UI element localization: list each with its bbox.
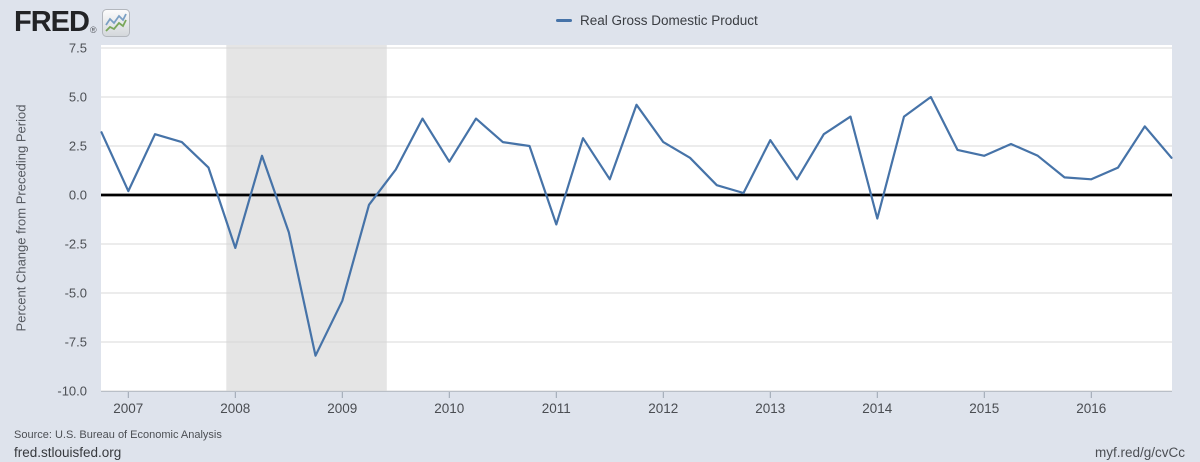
y-tick-label: -10.0 [57,384,87,399]
fred-logo-text: FRED [14,6,90,38]
y-tick-label: -7.5 [65,335,87,350]
x-tick-label: 2007 [113,401,143,416]
x-tick-label: 2016 [1076,401,1106,416]
x-tick-label: 2015 [969,401,999,416]
source-note: Source: U.S. Bureau of Economic Analysis [14,429,222,441]
legend-line-swatch [556,19,572,22]
fred-sparkline-icon [101,9,130,37]
x-tick-label: 2013 [755,401,785,416]
y-tick-label: 5.0 [69,90,87,105]
x-tick-label: 2008 [220,401,250,416]
fred-logo[interactable]: FRED ® [14,8,130,37]
fred-site-link[interactable]: fred.stlouisfed.org [14,445,122,460]
x-tick-label: 2012 [648,401,678,416]
y-tick-label: -2.5 [65,237,87,252]
x-tick-label: 2014 [862,401,893,416]
y-tick-label: 2.5 [69,139,87,154]
y-tick-label: 0.0 [69,188,87,203]
recession-band [226,45,387,391]
x-tick-label: 2010 [434,401,464,416]
registered-trademark-symbol: ® [89,25,97,35]
gdp-series-line[interactable] [100,95,1173,357]
x-tick-label: 2009 [327,401,357,416]
y-tick-label: 7.5 [69,41,87,56]
x-tick-label: 2011 [542,401,571,416]
graph-share-link[interactable]: myf.red/g/cvCc [1094,445,1185,460]
y-tick-label: -5.0 [65,286,87,301]
legend[interactable]: Real Gross Domestic Product [556,13,758,28]
legend-series-label: Real Gross Domestic Product [580,13,758,28]
